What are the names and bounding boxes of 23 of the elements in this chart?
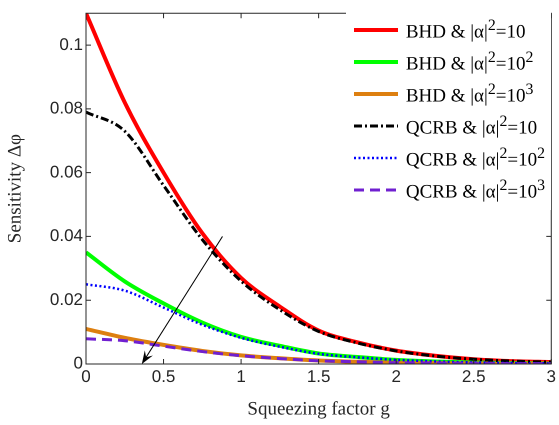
- y-tick-label: 0.1: [59, 34, 83, 54]
- x-tick-label: 2: [391, 366, 401, 386]
- x-axis-title: Squeezing factor g: [247, 398, 390, 420]
- line-series: [86, 283, 552, 364]
- legend-label: BHD & |α|$^{2}$=10$^{3}$: [406, 80, 534, 108]
- x-tick-label: 0.5: [152, 366, 176, 386]
- x-tick-label: 3: [546, 366, 556, 386]
- legend-label: QCRB & |α|$^{2}$=10: [406, 112, 538, 140]
- line-series: [86, 337, 552, 364]
- y-tick-label: 0.02: [50, 290, 83, 309]
- legend-label: QCRB & |α|$^{2}$=10$^{2}$: [406, 144, 545, 172]
- y-tick-label: 0: [74, 354, 83, 373]
- y-axis-title: Sensitivity Δφ: [4, 134, 26, 244]
- y-tick-label: 0.04: [50, 226, 83, 246]
- x-tick-label: 1: [236, 366, 246, 386]
- line-series: [86, 110, 552, 364]
- legend-label: QCRB & |α|$^{2}$=10$^{3}$: [406, 176, 545, 204]
- x-tick-label: 1.5: [306, 366, 330, 386]
- legend-label: BHD & |α|$^{2}$=10$^{2}$: [406, 48, 534, 76]
- y-tick-label: 0.08: [50, 98, 83, 118]
- legend-label: BHD & |α|$^{2}$=10: [406, 16, 526, 44]
- y-tick-label: 0.06: [50, 162, 83, 182]
- x-tick-label: 2.5: [462, 366, 486, 386]
